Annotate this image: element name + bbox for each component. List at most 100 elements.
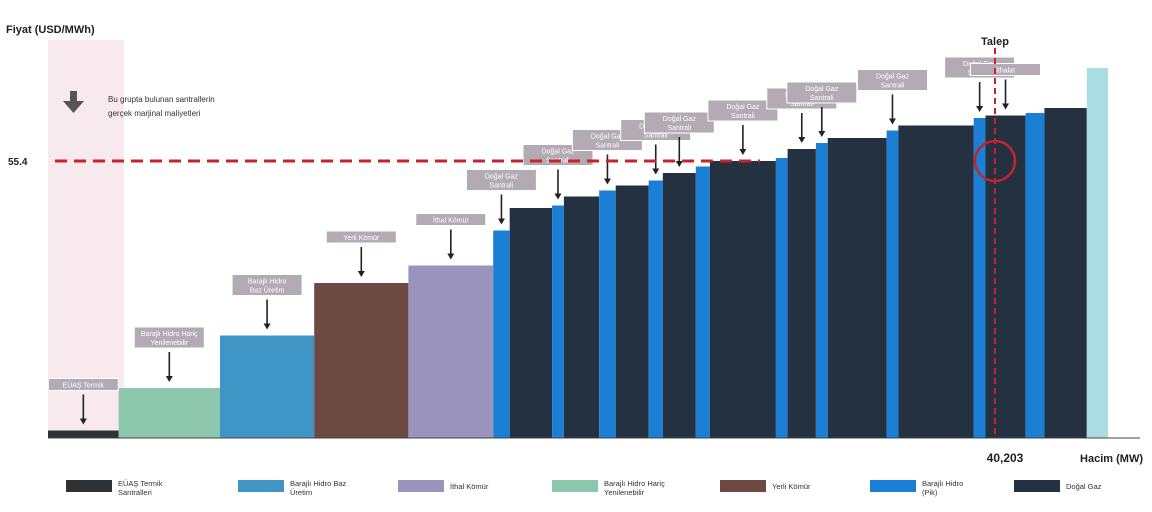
y-axis-title: Fiyat (USD/MWh): [6, 24, 95, 36]
bar-label-text: Yerli Kömür: [343, 235, 380, 242]
down-arrow-icon: [497, 194, 505, 225]
bar-4: [408, 265, 494, 438]
legend-swatch: [552, 480, 598, 492]
bar-label-text: Santrali: [731, 113, 755, 120]
legend-item-pik: Barajlı Hidro(Pik): [870, 479, 963, 497]
bar-19: [886, 130, 899, 438]
bar-label-text: Doğal Gaz: [726, 104, 760, 111]
bar-22: [985, 115, 1026, 438]
legend-item-dg: Doğal Gaz: [1014, 480, 1102, 492]
legend-label: Üretim: [290, 488, 312, 497]
bar-label-text: Doğal Gaz: [541, 149, 575, 156]
down-arrow-icon: [739, 125, 747, 155]
bar-label-box: [133, 326, 205, 349]
bar-7: [552, 205, 564, 438]
down-arrow-icon: [79, 394, 87, 425]
demand-label: Talep: [981, 36, 1009, 48]
bar-2: [220, 335, 315, 438]
bar-label-text: Santrali: [667, 125, 691, 132]
bar-label-text: Doğal Gaz: [876, 74, 910, 81]
bar-11: [648, 180, 663, 438]
bar-label-text: Doğal Gaz: [663, 116, 697, 123]
bar-label-text: Barajlı Hidro Hariç: [141, 331, 198, 338]
down-arrow-icon: [976, 82, 984, 112]
bar-label-text: Santrali: [790, 101, 814, 108]
bar-label-box: [643, 111, 715, 134]
bar-label-box: [465, 169, 537, 191]
bar-label-text: Santrali: [644, 133, 668, 140]
legend-label: Santralleri: [118, 488, 152, 497]
legend-label: Barajlı Hidro Hariç: [604, 479, 665, 488]
bar-label-text: Baz Üretim: [250, 287, 285, 295]
legend-label: Barajlı Hidro: [922, 479, 963, 488]
bar-label-box: [970, 63, 1041, 76]
bar-label-box: [47, 378, 119, 391]
demand-intersection-circle: [973, 139, 1017, 183]
bar-label-text: Santrali: [881, 83, 905, 90]
bar-label-text: Doğal Gaz: [591, 134, 625, 141]
note-line-1: Bu grupta bulunan santrallerin: [108, 95, 215, 104]
bar-label-text: Doğal Gaz: [485, 174, 519, 181]
bar-20: [898, 125, 974, 438]
down-arrow-icon: [1002, 79, 1010, 110]
bar-18: [827, 138, 887, 438]
down-arrow-icon: [263, 299, 271, 330]
legend-label: (Pik): [922, 488, 938, 497]
down-arrow-icon: [554, 169, 562, 200]
bar-label-box: [707, 99, 779, 122]
bar-15: [775, 158, 788, 438]
down-arrow-icon: [818, 107, 826, 137]
demand-value-label: 40,203: [987, 451, 1024, 465]
bar-label-text: Yenilenebilir: [151, 340, 189, 347]
down-arrow-icon: [675, 137, 683, 167]
bar-16: [787, 149, 816, 438]
bars-group: [48, 68, 1108, 438]
down-arrow-icon: [447, 229, 455, 260]
bar-24: [1044, 108, 1087, 438]
bar-17: [815, 143, 828, 438]
down-arrow-icon: [357, 247, 365, 277]
down-arrow-icon: [603, 154, 611, 185]
bar-label-box: [786, 81, 858, 104]
legend-swatch: [870, 480, 916, 492]
legend-item-ithal: İthal Kömür: [398, 480, 489, 492]
legend-swatch: [1014, 480, 1060, 492]
legend-label: Yenilenebilir: [604, 488, 645, 497]
legend-swatch: [398, 480, 444, 492]
bar-label-text: EÜAŞ Termik: [63, 382, 105, 390]
bar-25: [1086, 68, 1108, 438]
bar-6: [509, 208, 553, 438]
bar-10: [615, 185, 649, 438]
bar-label-text: Barajlı Hidro: [248, 279, 287, 286]
legend-label: Yerli Kömür: [772, 482, 811, 491]
legend-item-yerli: Yerli Kömür: [720, 480, 811, 492]
bar-9: [599, 190, 616, 438]
bar-label-box: [415, 213, 487, 226]
down-arrow-icon: [165, 352, 173, 382]
x-axis-title: Hacim (MW): [1080, 453, 1143, 465]
bar-label-box: [325, 230, 397, 244]
legend-label: Doğal Gaz: [1066, 482, 1102, 491]
bar-label-text: Santrali: [596, 143, 620, 150]
bar-3: [314, 283, 409, 438]
bar-label-text: İthalat: [996, 66, 1015, 75]
bar-12: [662, 173, 696, 438]
bar-8: [563, 196, 600, 438]
down-arrow-icon: [798, 113, 806, 143]
first-bar-highlight: [48, 40, 124, 438]
note-line-2: gerçek marjinal maliyetleri: [108, 109, 201, 118]
bar-label-box: [231, 274, 303, 296]
bar-label-box: [857, 69, 928, 91]
bar-1: [118, 388, 220, 438]
down-arrow-icon: [652, 144, 660, 175]
bar-13: [695, 166, 710, 438]
legend-swatch: [66, 480, 112, 492]
bar-label-text: Santrali: [490, 183, 514, 190]
legend-swatch: [238, 480, 284, 492]
marginal-price-label: 55.4: [8, 157, 28, 168]
legend-label: EÜAŞ Termik: [118, 479, 163, 488]
